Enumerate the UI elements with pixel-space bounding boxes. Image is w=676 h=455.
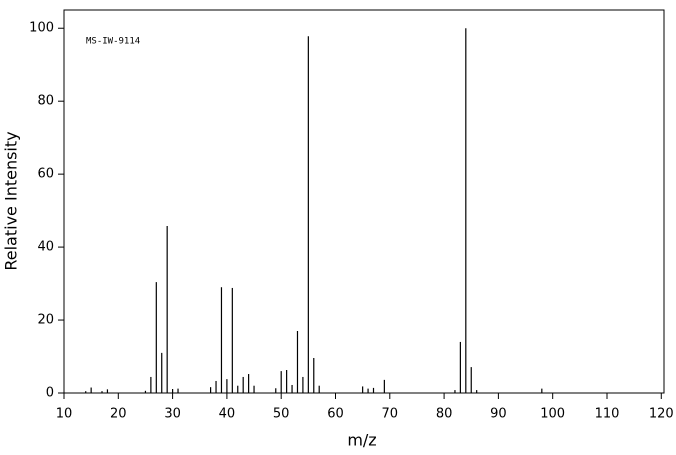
y-tick-label: 100 xyxy=(29,21,54,36)
plot-frame xyxy=(63,9,665,394)
y-tick-label: 80 xyxy=(37,94,54,109)
y-tick-label: 60 xyxy=(37,167,54,182)
y-axis-label: Relative Intensity xyxy=(2,131,21,270)
x-tick-label: 50 xyxy=(273,407,290,422)
y-tick-label: 20 xyxy=(37,313,54,328)
x-tick-label: 80 xyxy=(436,407,453,422)
x-tick-label: 110 xyxy=(595,407,620,422)
x-tick-label: 100 xyxy=(540,407,565,422)
x-tick-label: 30 xyxy=(164,407,181,422)
x-tick-label: 120 xyxy=(649,407,674,422)
y-tick-label: 40 xyxy=(37,240,54,255)
x-axis-label: m/z xyxy=(347,431,376,450)
x-tick-label: 60 xyxy=(327,407,344,422)
x-tick-label: 10 xyxy=(56,407,73,422)
annotation: MS-IW-9114 xyxy=(86,37,140,47)
x-tick-label: 70 xyxy=(382,407,399,422)
x-tick-label: 90 xyxy=(490,407,507,422)
x-tick-label: 20 xyxy=(110,407,127,422)
x-tick-label: 40 xyxy=(219,407,236,422)
y-tick-label: 0 xyxy=(46,386,54,401)
